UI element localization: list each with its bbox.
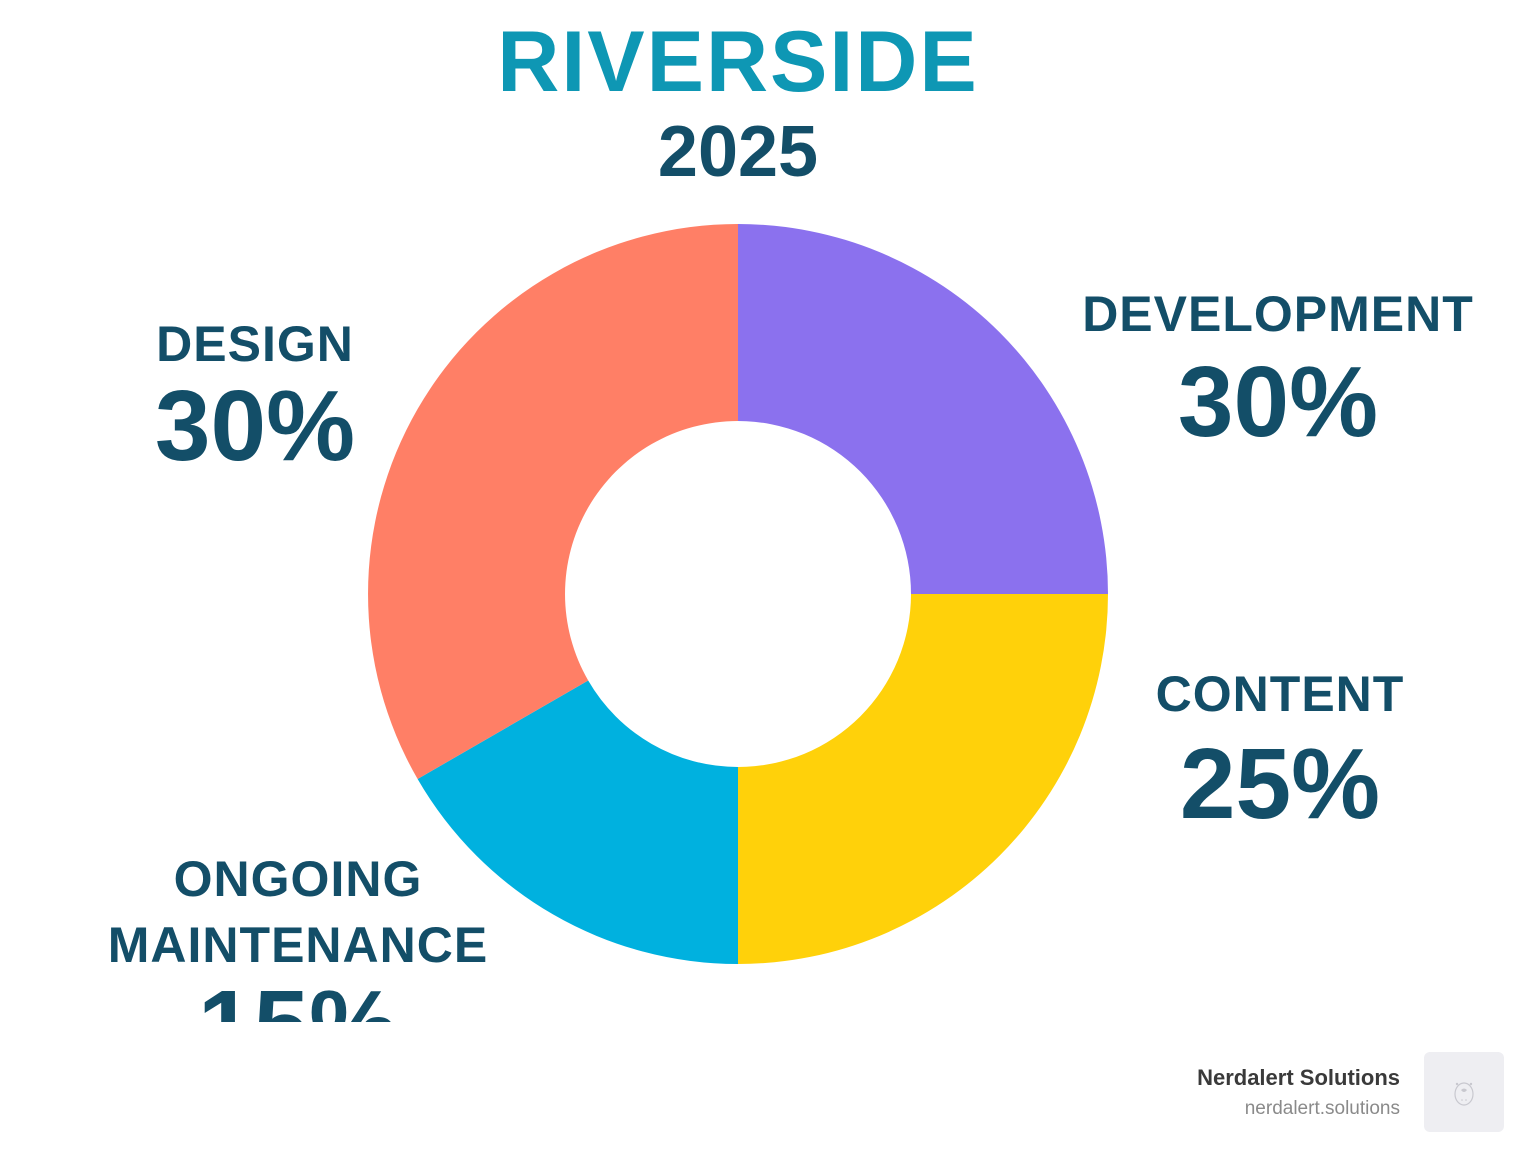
label-development: DEVELOPMENT 30%: [1076, 284, 1480, 454]
label-maintenance-name-line1: ONGOING: [173, 851, 423, 907]
slice-design[interactable]: [368, 224, 738, 779]
label-design-value: 30%: [154, 370, 356, 482]
label-content-name: CONTENT: [1155, 666, 1405, 722]
label-development-value: 30%: [1177, 346, 1379, 458]
slice-maintenance[interactable]: [417, 680, 738, 965]
label-maintenance-value: 15%: [80, 974, 516, 1022]
label-development-name: DEVELOPMENT: [1082, 286, 1474, 342]
slice-content[interactable]: [738, 594, 1108, 964]
chart-title: RIVERSIDE: [497, 14, 979, 110]
label-content-value: 25%: [1179, 728, 1381, 840]
label-design-name: DESIGN: [156, 316, 354, 372]
brand-logo: [1424, 1052, 1504, 1132]
brand-name: Nerdalert Solutions: [1197, 1065, 1400, 1090]
label-design: DESIGN 30%: [130, 314, 380, 478]
label-content: CONTENT 25%: [1140, 664, 1420, 836]
label-maintenance-name-line2: MAINTENANCE: [107, 917, 489, 973]
label-maintenance: ONGOING MAINTENANCE 15%: [80, 846, 516, 1022]
brand-url[interactable]: nerdalert.solutions: [1244, 1098, 1400, 1119]
chart-subtitle-year: 2025: [657, 112, 819, 192]
brand-block: Nerdalert Solutions nerdalert.solutions: [1197, 1062, 1400, 1124]
bear-logo-icon: [1454, 1082, 1474, 1106]
slice-development[interactable]: [738, 224, 1108, 594]
